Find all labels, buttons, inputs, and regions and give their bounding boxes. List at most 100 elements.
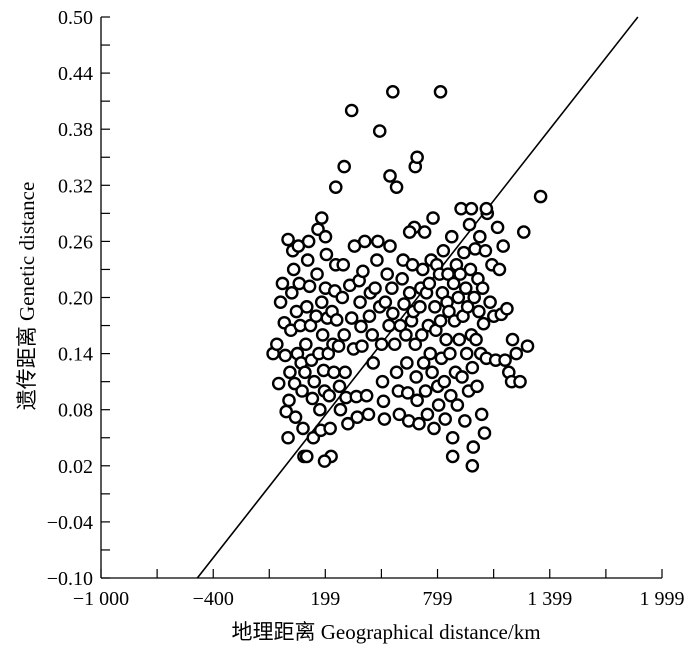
data-point [413, 300, 427, 314]
data-point [425, 365, 439, 380]
data-point [412, 416, 426, 431]
data-point [322, 388, 337, 403]
data-point [451, 290, 466, 305]
data-point [516, 225, 531, 239]
data-point [368, 281, 382, 295]
data-point [450, 398, 465, 412]
data-point [423, 346, 438, 361]
data-point [460, 300, 475, 314]
data-point [299, 300, 314, 314]
data-point [344, 103, 359, 118]
data-point [483, 295, 497, 309]
data-point [428, 300, 442, 314]
data-point [305, 391, 320, 406]
data-point [500, 301, 514, 316]
data-point [446, 276, 461, 291]
data-point [310, 267, 324, 281]
data-point [520, 339, 535, 353]
data-point [458, 414, 472, 428]
data-point [318, 229, 333, 244]
data-point [332, 379, 347, 394]
regression-line [196, 16, 639, 579]
data-point [376, 394, 391, 409]
data-point [395, 271, 409, 286]
data-point [380, 267, 395, 281]
data-point [359, 388, 374, 403]
y-tick-label: 0.32 [58, 175, 93, 197]
y-tick-label: 0.44 [58, 63, 93, 85]
data-point [331, 339, 346, 353]
data-point [337, 159, 351, 174]
data-point [275, 276, 290, 291]
data-point [338, 365, 352, 380]
data-point [371, 234, 385, 249]
y-axis-label: 遗传距离 Genetic distance [15, 182, 39, 411]
data-point [282, 393, 296, 408]
x-tick-label: 199 [310, 588, 340, 610]
data-point [370, 253, 384, 267]
data-point [490, 220, 505, 235]
data-point [433, 314, 448, 328]
data-point [355, 339, 369, 353]
data-point [445, 430, 460, 445]
data-point [418, 384, 433, 398]
data-point [356, 264, 370, 279]
regression-line-group [196, 16, 639, 579]
data-point [444, 229, 459, 244]
y-tick-label: −0.04 [47, 512, 93, 534]
data-point [302, 279, 317, 294]
data-point [298, 365, 312, 380]
data-point [436, 243, 451, 258]
data-point [443, 346, 457, 361]
data-points [266, 85, 548, 473]
data-point [273, 295, 288, 309]
x-tick-label: 1 399 [527, 588, 572, 610]
data-point [329, 313, 344, 327]
data-point [350, 410, 365, 424]
data-point [399, 328, 413, 342]
data-point [410, 150, 424, 165]
data-point [400, 386, 415, 400]
data-point [362, 309, 377, 324]
x-tick-label: 1 999 [640, 588, 685, 610]
data-point [455, 370, 469, 384]
data-point [400, 356, 414, 370]
data-point [365, 328, 380, 342]
data-point [476, 316, 491, 331]
data-point [496, 239, 510, 253]
data-point [459, 346, 474, 361]
data-point [445, 449, 460, 464]
data-point [475, 281, 490, 295]
data-point [281, 430, 295, 445]
data-point [386, 306, 400, 321]
data-point [402, 225, 417, 239]
data-point [464, 201, 479, 216]
data-point [470, 379, 484, 394]
data-point [437, 374, 452, 389]
y-tick-label: 0.14 [58, 344, 93, 366]
data-point [301, 234, 316, 249]
data-point [402, 286, 417, 300]
data-point [353, 295, 367, 309]
data-point [314, 295, 329, 309]
data-point [317, 454, 332, 468]
data-point [344, 311, 359, 325]
data-point [452, 332, 467, 347]
data-point [386, 85, 400, 99]
data-point [473, 229, 487, 244]
data-point [492, 262, 507, 277]
data-point [438, 412, 452, 426]
data-point [341, 416, 355, 431]
data-point [458, 281, 473, 295]
x-axis-label: 地理距离 Geographical distance/km [231, 620, 540, 644]
x-axis-ticks: −1 000 −400 199 799 1 399 1 999 [73, 569, 685, 610]
data-point [378, 295, 393, 309]
data-point [505, 332, 520, 347]
data-point [366, 356, 380, 370]
data-point [377, 412, 392, 426]
data-point [319, 247, 334, 262]
data-point [389, 365, 404, 380]
y-tick-label: −0.10 [47, 568, 93, 590]
data-point [270, 337, 284, 352]
data-point [415, 262, 430, 277]
